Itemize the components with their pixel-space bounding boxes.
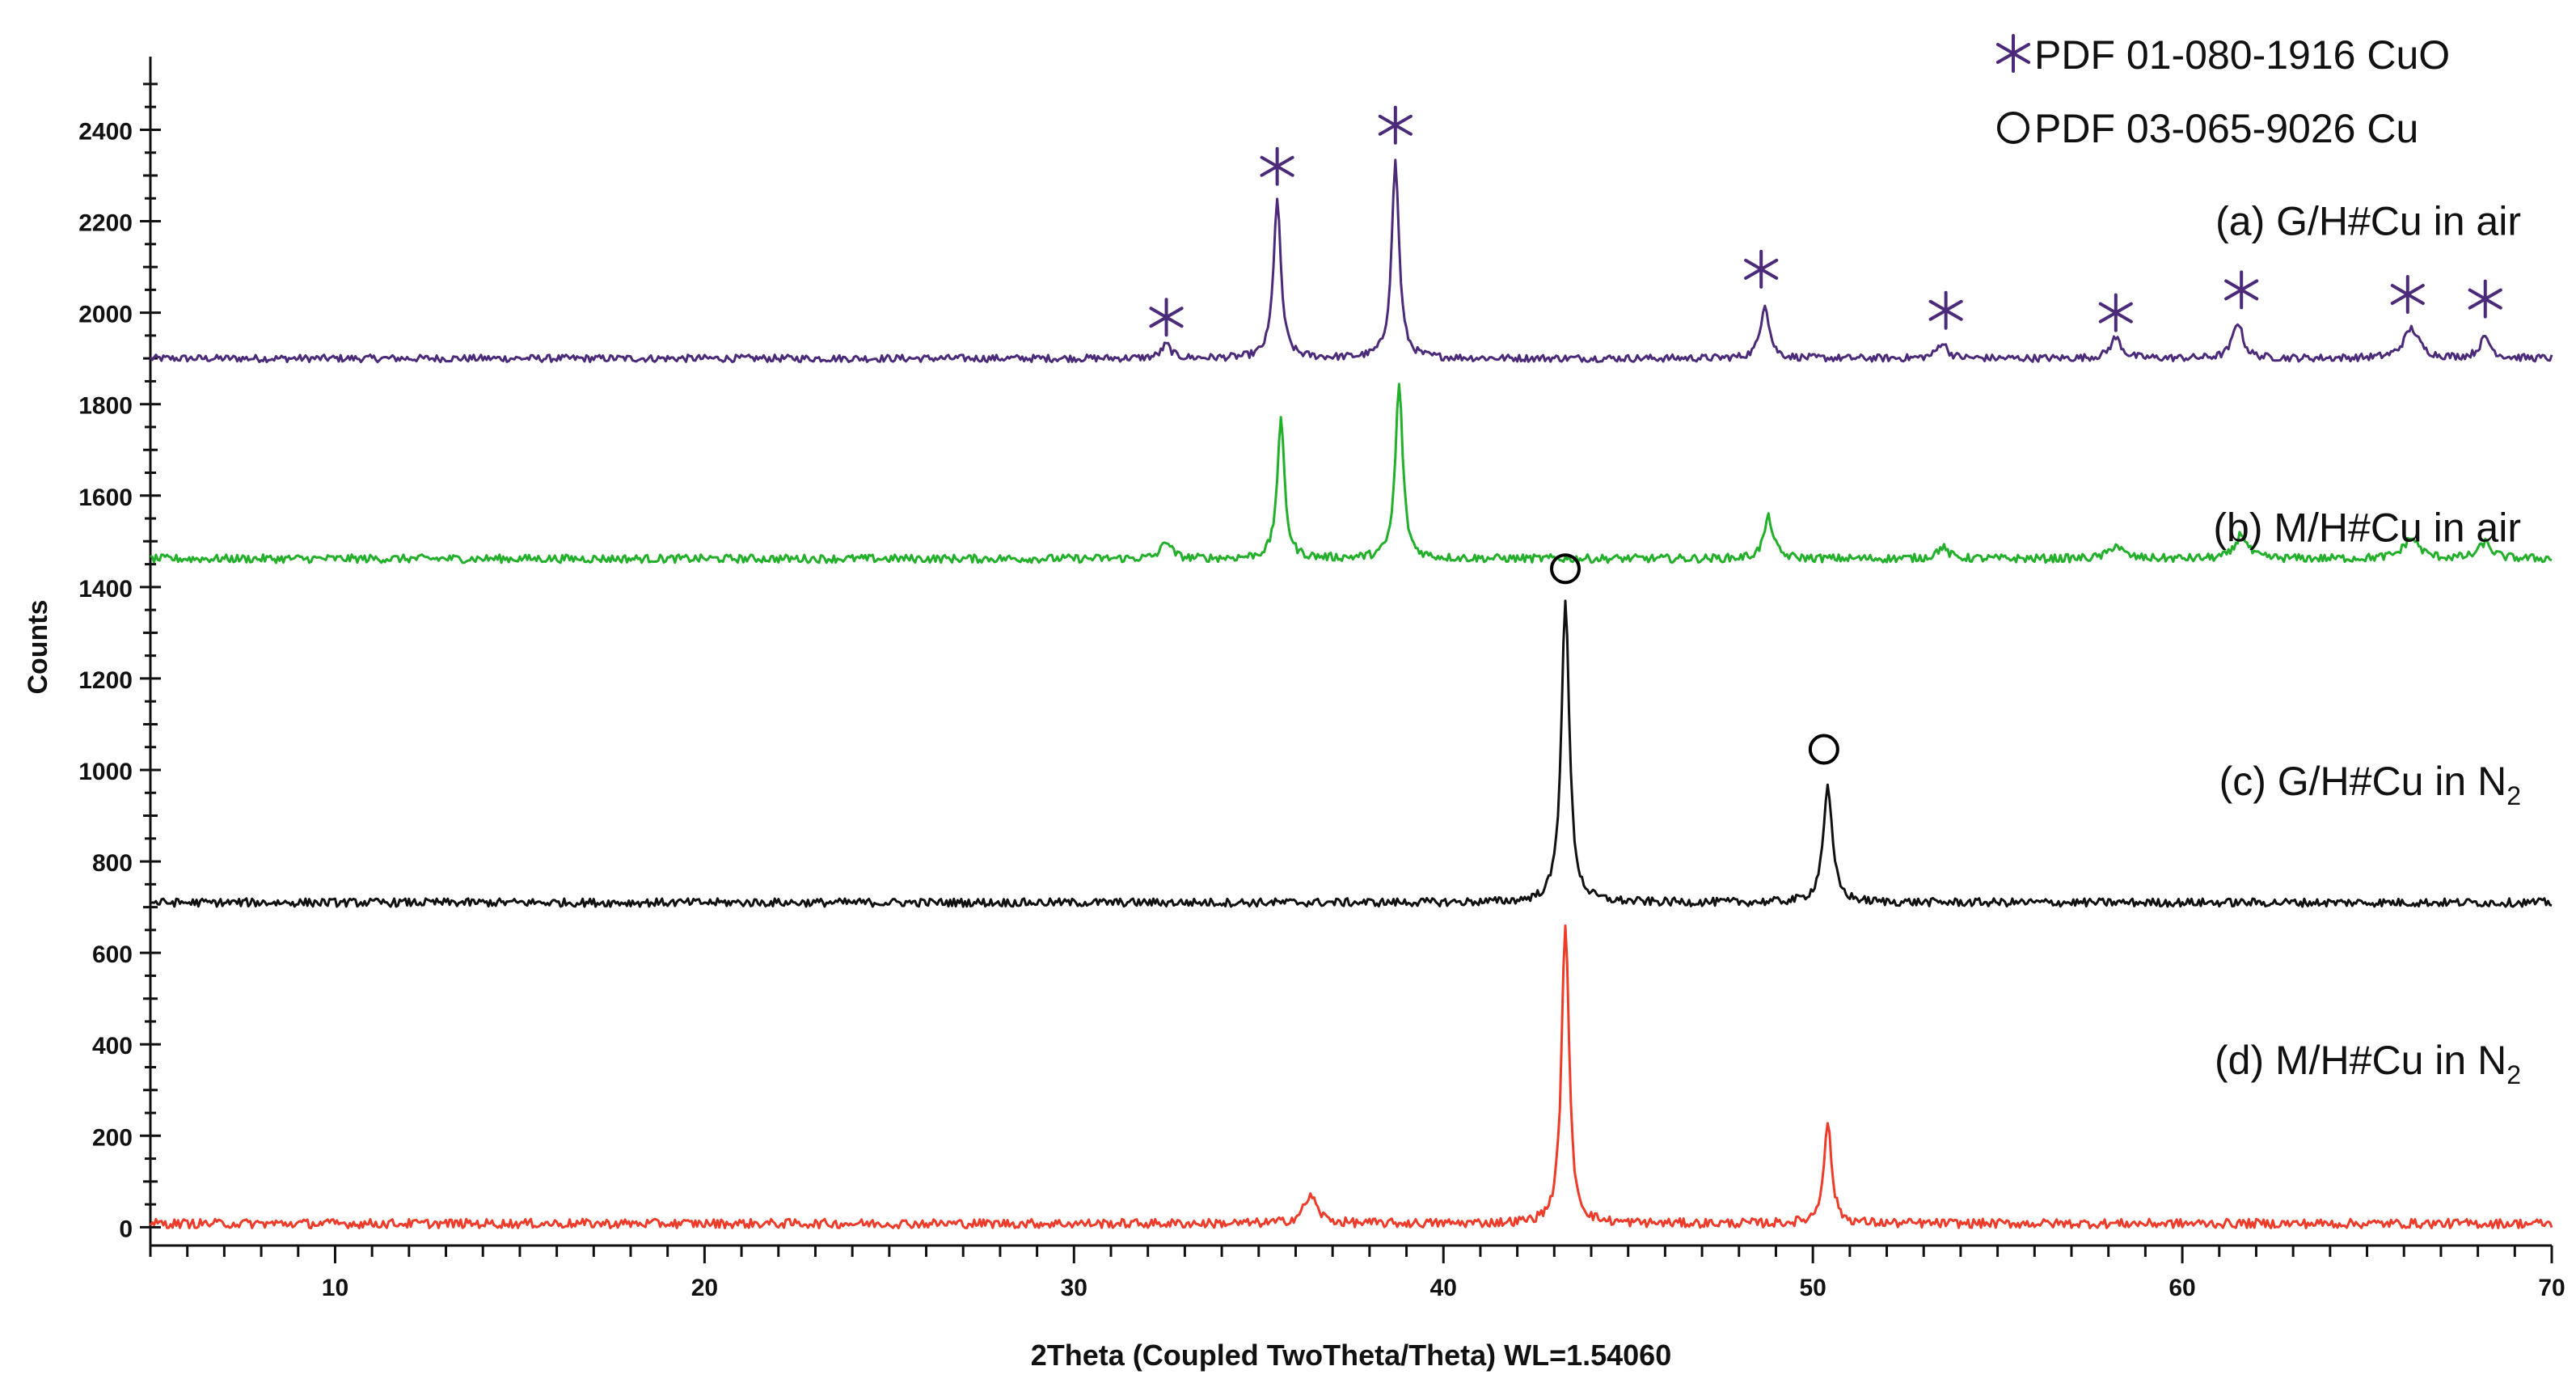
x-tick-label: 10 (322, 1275, 348, 1301)
star-marker (1149, 298, 1184, 337)
series-group (149, 159, 2553, 1229)
legend: PDF 01-080-1916 CuO PDF 03-065-9026 Cu (1995, 32, 2450, 151)
star-marker (2468, 279, 2502, 319)
series-label-c: (c) G/H#Cu in N2 (2219, 759, 2521, 810)
circle-icon (1997, 112, 2029, 144)
x-tick-label: 20 (691, 1275, 718, 1301)
x-tick-label: 50 (1799, 1275, 1826, 1301)
star-marker (2224, 270, 2259, 310)
circle-marker (1808, 734, 1839, 765)
y-tick-label: 2400 (78, 118, 133, 145)
series-label-b: (b) M/H#Cu in air (2213, 505, 2521, 550)
legend-star-glyph (1995, 34, 2031, 73)
peak-markers (1149, 105, 2502, 765)
y-tick-label: 1800 (78, 393, 133, 420)
y-axis-title: Counts (23, 599, 53, 694)
legend-item-cu: PDF 03-065-9026 Cu (1997, 106, 2418, 151)
x-tick-label: 30 (1061, 1275, 1087, 1301)
y-tick-label: 1400 (78, 576, 133, 603)
y-tick-label: 2200 (78, 210, 133, 237)
circle-marker (1550, 553, 1581, 585)
series-label-a: (a) G/H#Cu in air (2215, 199, 2521, 244)
x-tick-label: 70 (2538, 1275, 2565, 1301)
star-marker (1744, 249, 1779, 289)
series-labels: (a) G/H#Cu in air (b) M/H#Cu in air (c) G/… (2213, 199, 2521, 1089)
series-line-b (150, 383, 2553, 565)
x-axis: 10 20 30 40 50 60 70 (149, 1244, 2565, 1301)
y-tick-label: 1600 (78, 484, 133, 511)
y-tick-label: 200 (92, 1124, 133, 1151)
y-tick-label: 0 (119, 1216, 133, 1242)
y-tick-label: 1000 (78, 759, 133, 785)
x-tick-label: 60 (2168, 1275, 2195, 1301)
x-axis-title: 2Theta (Coupled TwoTheta/Theta) WL=1.540… (1031, 1339, 1671, 1372)
y-axis: 0 200 400 600 800 1000 1200 1400 1600 1800 2000 220… (78, 57, 161, 1246)
star-marker (1378, 105, 1413, 145)
series-line-c (150, 599, 2553, 908)
y-tick-label: 2000 (78, 302, 133, 328)
legend-item-cuo: PDF 01-080-1916 CuO (1995, 32, 2450, 78)
y-tick-label: 1200 (78, 667, 133, 694)
x-ticks: 10 20 30 40 50 60 70 (149, 1246, 2565, 1301)
star-marker (2390, 275, 2425, 314)
star-icon (1995, 34, 2031, 73)
x-tick-label: 40 (1430, 1275, 1457, 1301)
star-marker (1928, 290, 1963, 330)
legend-label-cuo: PDF 01-080-1916 CuO (2034, 32, 2450, 78)
y-tick-label: 400 (92, 1033, 133, 1060)
series-line-a (149, 159, 2553, 364)
series-label-d: (d) M/H#Cu in N2 (2215, 1038, 2521, 1089)
star-marker (1260, 146, 1294, 186)
legend-label-cu: PDF 03-065-9026 Cu (2034, 106, 2418, 151)
y-tick-label: 600 (92, 941, 133, 968)
y-tick-label: 800 (92, 850, 133, 877)
star-marker (2098, 293, 2133, 332)
y-ticks: 0 200 400 600 800 1000 1200 1400 1600 1800 2000 220… (78, 82, 161, 1242)
series-line-d (149, 924, 2553, 1229)
